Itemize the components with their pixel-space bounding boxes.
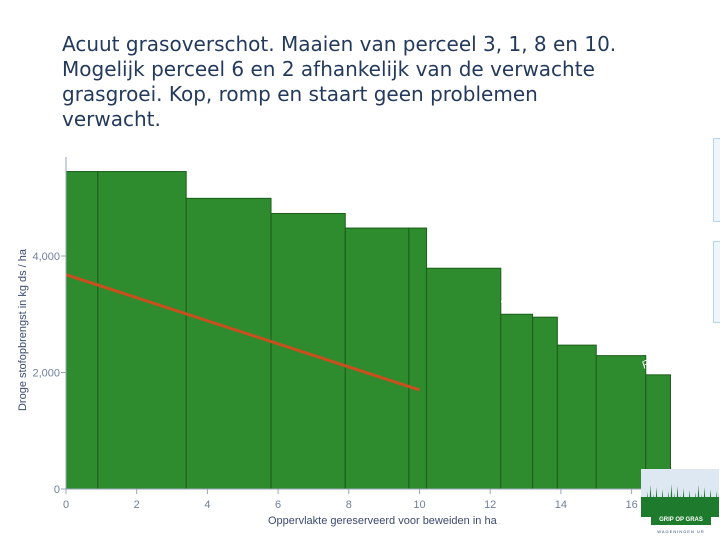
logo-subtitle: WAGENINGEN UR <box>657 529 705 534</box>
side-panel-tab-bottom[interactable] <box>713 241 720 323</box>
axes-group: 0 2 4 6 8 10 12 14 16 0 2,000 4,000 <box>32 156 685 511</box>
label-field-9: Field 9 <box>445 239 479 264</box>
bar-field-5 <box>500 313 534 490</box>
bars-group <box>65 171 671 490</box>
logo-grass-icon <box>641 469 720 517</box>
x-axis-label: Oppervlakte gereserveerd voor beweiden i… <box>268 515 498 527</box>
slide-caption: Acuut grasoverschot. Maaien van perceel … <box>62 32 617 131</box>
label-field-5: Field 5 <box>498 285 532 310</box>
label-field-3: Field 3 <box>64 143 98 168</box>
bar-field-2 <box>408 227 428 490</box>
label-field-7: Field 7 <box>603 326 637 352</box>
label-perceel-11: Perceel 11 <box>640 338 689 372</box>
target-line-group <box>65 273 420 392</box>
bar-field-4 <box>556 344 597 490</box>
x-tick-label: 12 <box>484 499 496 511</box>
bar-field-3 <box>65 171 99 490</box>
bar-field-10 <box>270 212 346 490</box>
bar-field-9 <box>426 267 502 490</box>
target-line <box>65 273 420 392</box>
bar-field-1 <box>97 171 187 490</box>
x-tick-label: 10 <box>413 499 425 511</box>
label-field-12: Field 12 <box>527 286 566 314</box>
bar-field-6 <box>344 227 410 490</box>
y-tick-label: 2,000 <box>32 368 60 380</box>
bar-field-7 <box>595 355 647 490</box>
bar-field-12 <box>532 316 558 490</box>
label-field-1: Field 1 <box>124 143 157 168</box>
label-field-8: Field 8 <box>210 170 244 195</box>
x-tick-label: 6 <box>275 499 281 511</box>
logo-title: GRIP OP GRAS <box>651 516 711 525</box>
x-tick-label: 2 <box>134 499 140 511</box>
y-axis-label: Droge stofopbrengst in kg ds / ha <box>17 248 29 411</box>
x-tick-label: 0 <box>63 499 69 511</box>
grip-op-gras-logo <box>641 469 720 540</box>
y-tick-label: 0 <box>54 484 60 496</box>
x-tick-label: 16 <box>625 499 637 511</box>
x-tick-label: 14 <box>555 499 567 511</box>
label-field-4: Field 4 <box>559 316 593 341</box>
label-field-2: Field 2 <box>400 199 434 224</box>
x-tick-label: 8 <box>346 499 352 511</box>
y-tick-label: 4,000 <box>32 251 60 263</box>
x-tick-label: 4 <box>204 499 210 511</box>
bar-field-8 <box>185 197 272 490</box>
label-field-10: Field 10 <box>290 182 329 210</box>
label-field-6: Field 6 <box>359 199 393 224</box>
side-panel-tab-top[interactable] <box>713 138 720 222</box>
